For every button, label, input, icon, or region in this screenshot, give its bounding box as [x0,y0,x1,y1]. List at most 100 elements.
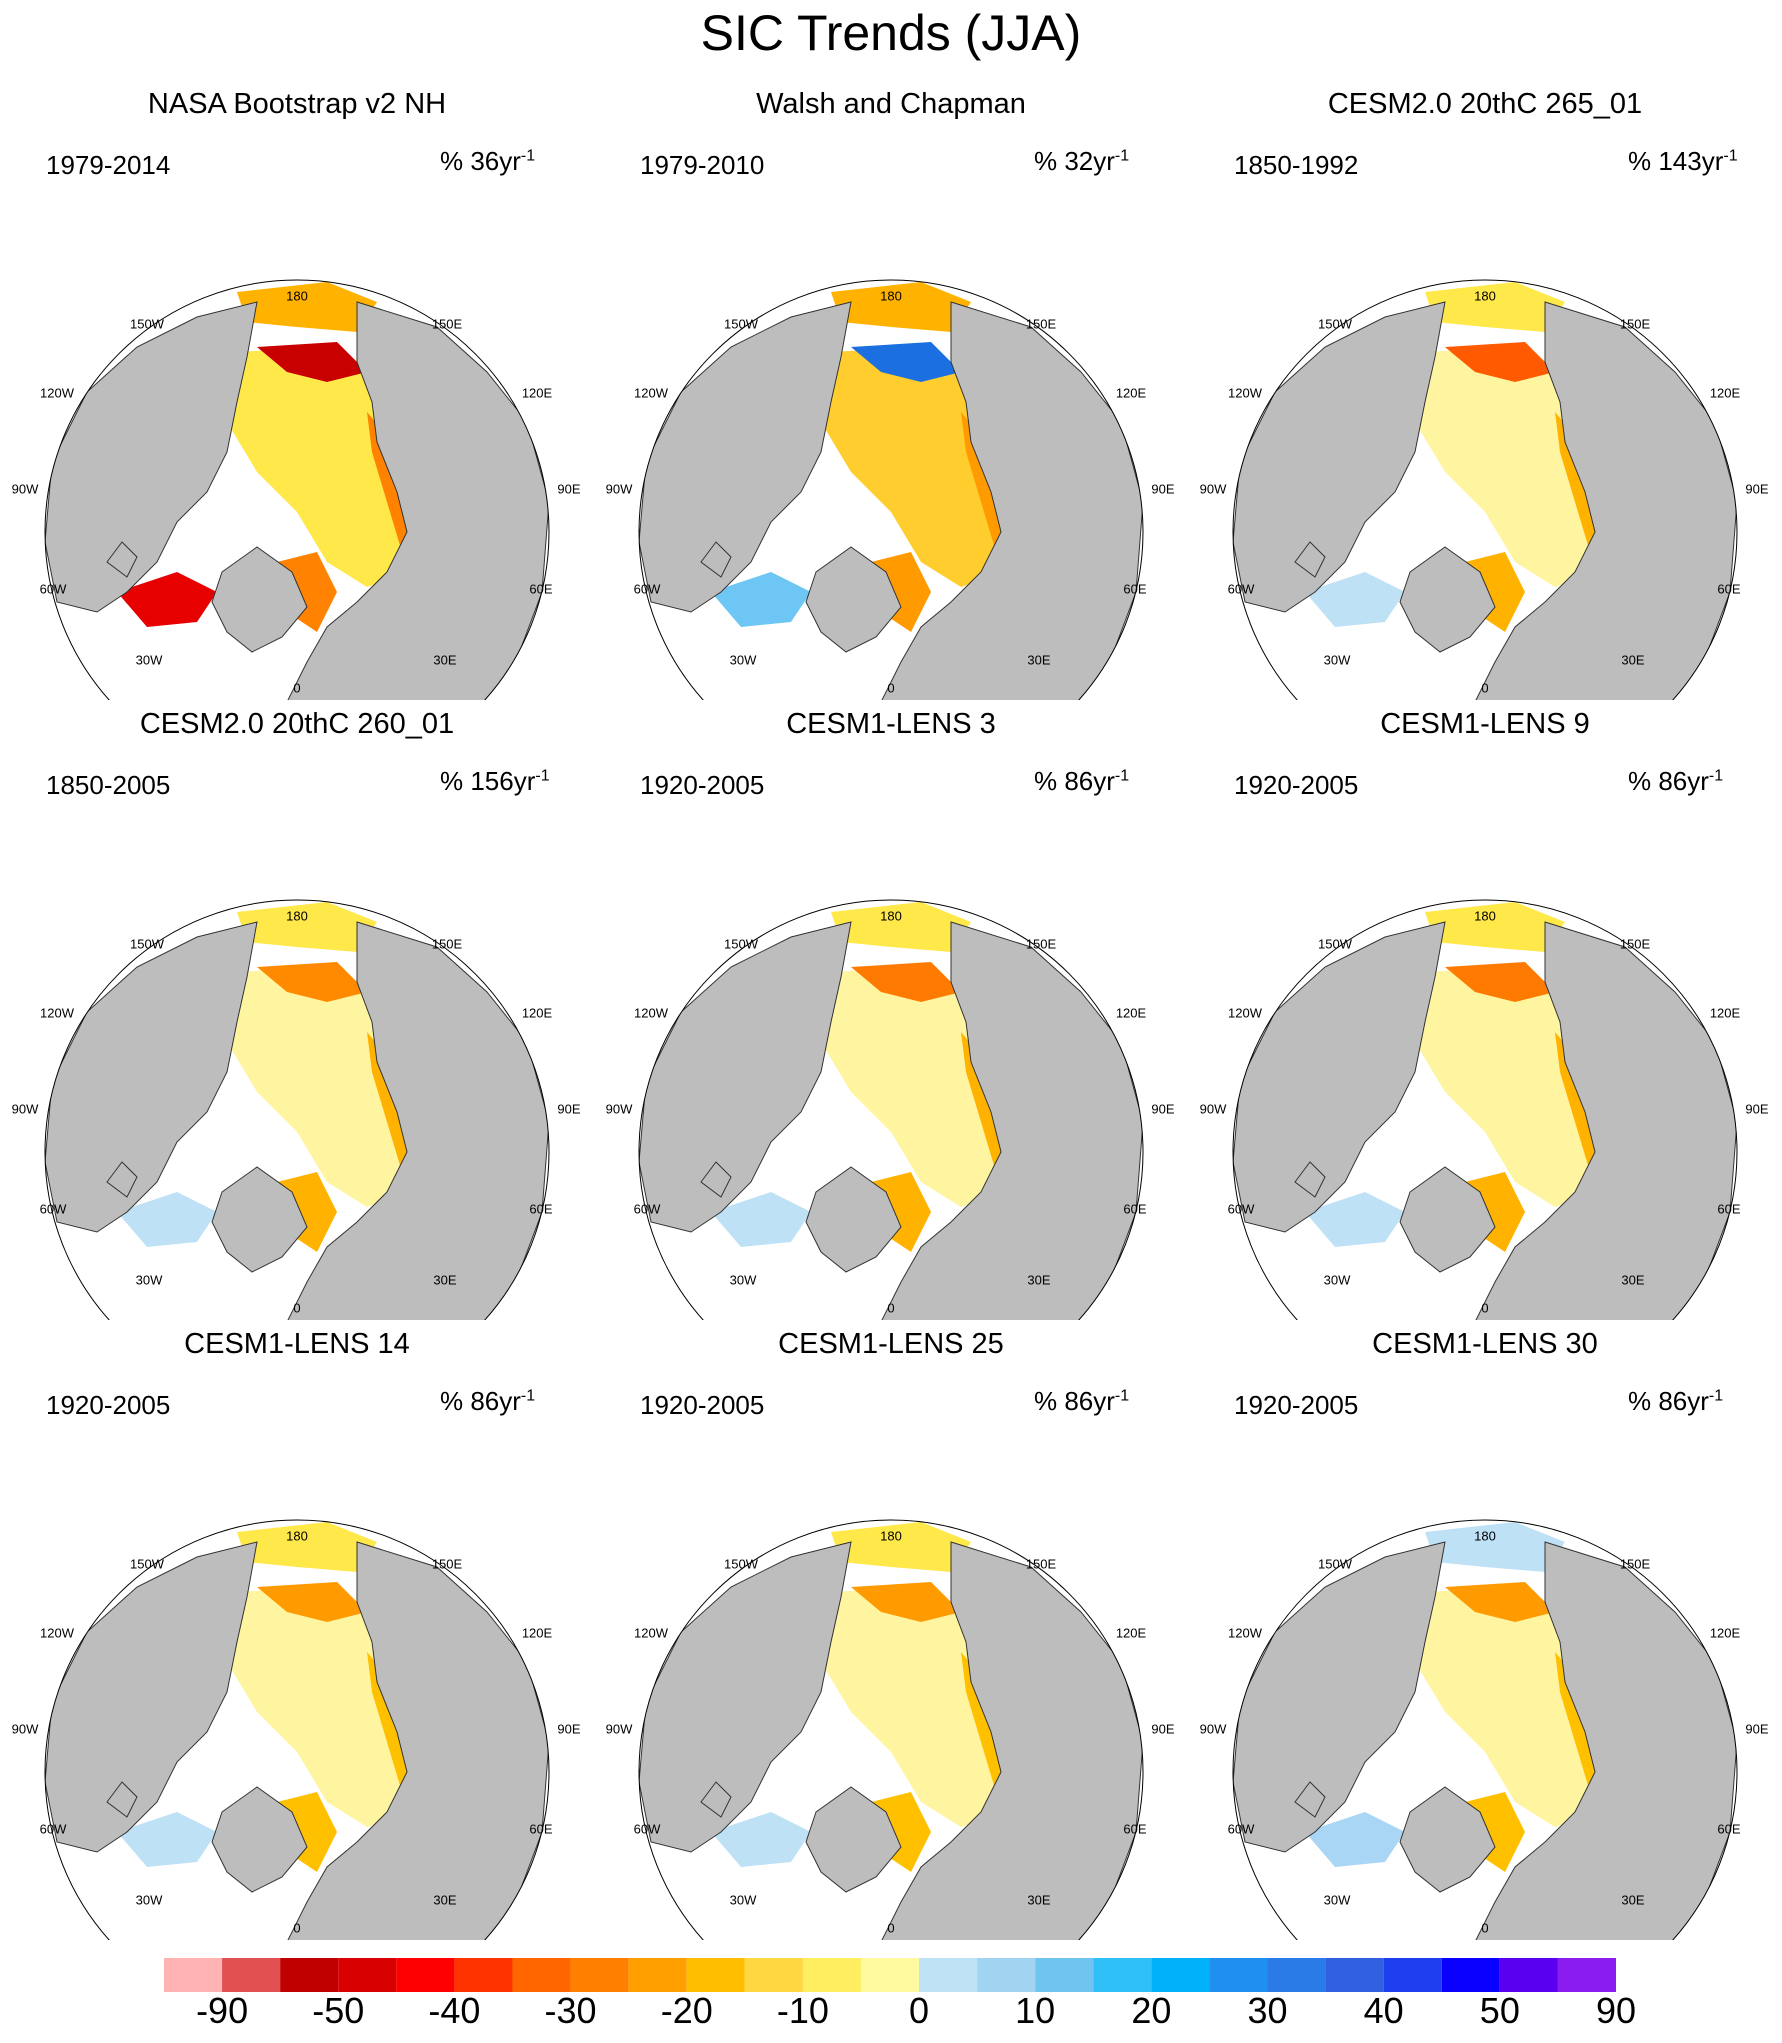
longitude-label: 0 [293,680,301,696]
longitude-label: 150W [130,936,164,952]
land-shape [1233,921,1446,1233]
map-boundary [638,1519,1144,1940]
land-shape [106,1161,138,1198]
longitude-label: 30W [1323,1892,1351,1908]
colorbar-swatch [1151,1958,1210,1992]
colorbar-swatch [1035,1958,1094,1992]
longitude-label: 60E [1123,1201,1147,1217]
map-panel: CESM1-LENS 14 1920-2005 % 86yr-1 180 150E 120… [0,1240,594,1940]
trend-region [831,1522,971,1572]
land-shape [1399,1786,1496,1893]
longitude-label: 30E [1027,1272,1051,1288]
longitude-label: 120W [1228,1005,1262,1021]
longitude-label: 60W [1227,581,1255,597]
map-boundary [1232,899,1738,1320]
land-shape [211,546,308,653]
trend-region [851,962,961,1002]
longitude-label: 30E [1621,1272,1645,1288]
land-shape [639,921,852,1233]
colorbar-swatch [338,1958,397,1992]
longitude-label: 30E [1621,1892,1645,1908]
land-shape [45,1541,258,1853]
colorbar-swatch [454,1958,513,1992]
longitude-label: 90W [1199,1101,1227,1117]
period-label: 1920-2005 [1234,770,1359,800]
polar-map [638,279,1144,700]
longitude-label: 120E [521,1625,553,1641]
longitude-label: 120E [521,385,553,401]
land-mask [45,301,549,700]
map-boundary [1232,279,1738,700]
longitude-label: 60E [1123,581,1147,597]
units-label: % 86yr-1 [1034,766,1130,796]
trend-region [1305,1812,1405,1867]
trend-region [1445,962,1555,1002]
longitude-label: 90W [11,481,39,497]
longitude-label: 90W [605,1721,633,1737]
colorbar-swatch [1499,1958,1558,1992]
longitude-label: 180 [286,908,308,924]
longitude-label: 90E [1745,1101,1769,1117]
land-shape [1399,1166,1496,1273]
colorbar-tick-label: 20 [1131,1990,1172,2031]
land-mask [639,921,1143,1320]
trend-region [711,1812,811,1867]
trend-region [851,1582,961,1622]
map-panel: CESM1-LENS 25 1920-2005 % 86yr-1 180 150E 120… [594,1240,1188,1940]
longitude-label: 30W [729,652,757,668]
land-shape [805,1786,902,1893]
colorbar-tick-label: -50 [312,1990,365,2031]
trend-region [851,342,961,382]
longitude-label: 30E [433,1272,457,1288]
longitude-label: 30E [1027,1892,1051,1908]
panel-title: NASA Bootstrap v2 NH [147,88,447,120]
longitude-label: 30E [433,1892,457,1908]
colorbar-tick-label: -40 [428,1990,481,2031]
period-label: 1979-2010 [640,150,765,180]
period-label: 1979-2014 [46,150,171,180]
polar-map [44,899,550,1320]
longitude-label: 60W [39,1821,67,1837]
longitude-label: 180 [880,288,902,304]
longitude-label: 120W [634,1005,668,1021]
polar-map [1232,279,1738,700]
period-label: 1920-2005 [1234,1390,1359,1420]
land-mask [1233,301,1737,700]
longitude-label: 60W [39,1201,67,1217]
longitude-label: 30W [135,1892,163,1908]
map-panel: CESM2.0 20thC 260_01 1850-2005 % 156yr-1 18… [0,620,594,1320]
longitude-label: 60E [529,581,553,597]
colorbar-swatch [1441,1958,1500,1992]
longitude-label: 120W [634,1625,668,1641]
map-panel: NASA Bootstrap v2 NH 1979-2014 % 36yr-1 180… [0,0,594,700]
period-label: 1920-2005 [640,1390,765,1420]
longitude-label: 90E [1745,481,1769,497]
polar-map [44,279,550,700]
panel-title: CESM2.0 20thC 260_01 [139,708,455,740]
longitude-label: 120E [1709,385,1741,401]
trend-region [1445,342,1555,382]
trend-region [117,1812,217,1867]
longitude-label: 150E [1619,316,1651,332]
map-boundary [638,899,1144,1320]
colorbar-swatch [570,1958,629,1992]
longitude-label: 30W [1323,1272,1351,1288]
longitude-label: 150W [724,1556,758,1572]
longitude-label: 0 [1481,1920,1489,1936]
longitude-label: 180 [1474,1528,1496,1544]
trend-region [1425,1522,1565,1572]
map-panel: CESM2.0 20thC 265_01 1850-1992 % 143yr-1 18… [1188,0,1782,700]
polar-map [638,1519,1144,1940]
panel-title: CESM2.0 20thC 265_01 [1327,88,1643,120]
colorbar-tick-label: -20 [660,1990,713,2031]
trend-region [1305,1192,1405,1247]
period-label: 1850-2005 [46,770,171,800]
longitude-label: 60E [529,1201,553,1217]
map-panel: Walsh and Chapman 1979-2010 % 32yr-1 180 150… [594,0,1188,700]
longitude-label: 150W [130,1556,164,1572]
period-label: 1920-2005 [46,1390,171,1420]
longitude-label: 60W [1227,1201,1255,1217]
colorbar-tick-label: 50 [1479,1990,1520,2031]
longitude-label: 60W [1227,1821,1255,1837]
land-shape [805,546,902,653]
